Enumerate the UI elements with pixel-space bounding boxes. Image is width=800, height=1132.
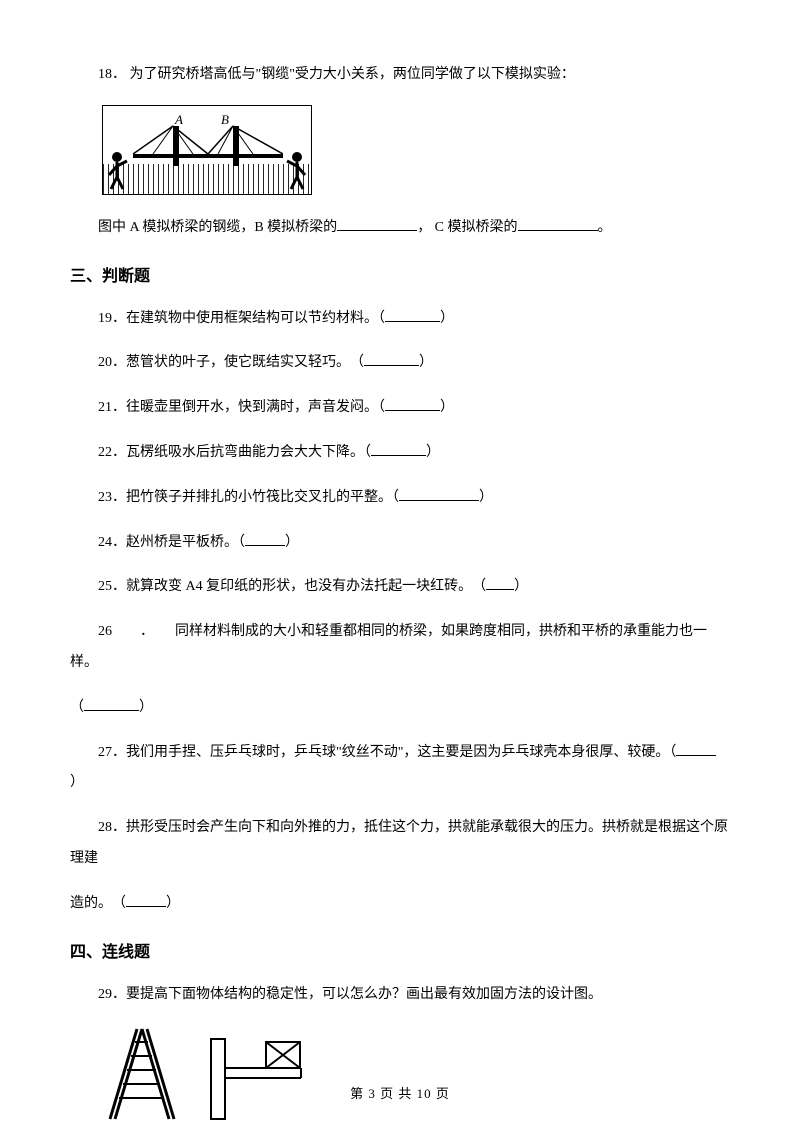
question-19: 19．在建筑物中使用框架结构可以节约材料。（）	[70, 304, 730, 335]
section-4-title: 四、连线题	[70, 938, 730, 962]
q25-text: 就算改变 A4 复印纸的形状，也没有办法托起一块红砖。 （	[126, 579, 486, 594]
q26-blank[interactable]	[84, 697, 139, 711]
person-left-icon	[105, 151, 135, 191]
page-footer: 第 3 页 共 10 页	[0, 1083, 800, 1102]
question-22: 22．瓦楞纸吸水后抗弯曲能力会大大下降。（）	[70, 438, 730, 469]
question-29: 29．要提高下面物体结构的稳定性，可以怎么办？画出最有效加固方法的设计图。	[70, 980, 730, 1011]
section-3-title: 三、判断题	[70, 262, 730, 286]
q19-num: 19	[98, 311, 112, 326]
question-21: 21．往暖壶里倒开水，快到满时，声音发闷。（）	[70, 393, 730, 424]
q19-text: 在建筑物中使用框架结构可以节约材料。（	[126, 311, 385, 326]
q22-blank[interactable]	[371, 442, 426, 456]
q24-text: 赵州桥是平板桥。（	[126, 535, 245, 550]
q29-figure	[102, 1024, 730, 1124]
q26-spacer: ．	[112, 624, 175, 639]
q25-num: 25	[98, 579, 112, 594]
q18-figure: A B	[102, 105, 730, 195]
q21-blank[interactable]	[385, 397, 440, 411]
q20-text: 葱管状的叶子，使它既结实又轻巧。 （	[126, 355, 364, 370]
q26-line2-pre: （	[70, 700, 84, 715]
question-27: 27．我们用手捏、压乒乓球时，乒乓球"纹丝不动"，这主要是因为乒乓球壳本身很厚、…	[70, 738, 730, 800]
bridge-label-b: B	[221, 112, 229, 128]
blank-b[interactable]	[337, 217, 417, 231]
q28-num: 28	[98, 820, 112, 835]
person-right-icon	[279, 151, 309, 191]
q19-end: ）	[440, 311, 454, 326]
q23-num: 23	[98, 490, 112, 505]
q27-num: 27	[98, 745, 112, 760]
footer-page: 3	[368, 1086, 376, 1101]
q24-blank[interactable]	[245, 532, 285, 546]
q21-num: 21	[98, 400, 112, 415]
bridge-label-a: A	[175, 112, 183, 128]
ladder-icon	[102, 1024, 182, 1124]
question-28-line1: 28．拱形受压时会产生向下和向外推的力，抵住这个力，拱就能承载很大的压力。拱桥就…	[70, 813, 730, 875]
q26-num: 26	[98, 624, 112, 639]
q29-num: 29	[98, 987, 112, 1002]
bracket-box-icon	[206, 1034, 316, 1124]
q20-blank[interactable]	[364, 352, 419, 366]
q29-text: 要提高下面物体结构的稳定性，可以怎么办？画出最有效加固方法的设计图。	[126, 987, 602, 1002]
question-26-line1: 26 ． 同样材料制成的大小和轻重都相同的桥梁，如果跨度相同，拱桥和平桥的承重能…	[70, 617, 730, 679]
q27-text: 我们用手捏、压乒乓球时，乒乓球"纹丝不动"，这主要是因为乒乓球壳本身很厚、较硬。…	[126, 745, 676, 760]
question-28-line2: 造的。 （ ）	[70, 889, 730, 920]
q28-blank[interactable]	[126, 893, 166, 907]
q26-line2-end: ）	[139, 700, 153, 715]
question-24: 24．赵州桥是平板桥。（）	[70, 528, 730, 559]
q18-text: 为了研究桥塔高低与"钢缆"受力大小关系，两位同学做了以下模拟实验：	[130, 67, 575, 82]
bridge-diagram: A B	[102, 105, 312, 195]
footer-mid: 页 共	[376, 1086, 417, 1101]
q21-text: 往暖壶里倒开水，快到满时，声音发闷。（	[126, 400, 385, 415]
q28-line1: 拱形受压时会产生向下和向外推的力，抵住这个力，拱就能承载很大的压力。拱桥就是根据…	[70, 820, 728, 866]
q24-end: ）	[285, 535, 299, 550]
bridge-cables-icon	[133, 124, 283, 164]
question-18: 18． 为了研究桥塔高低与"钢缆"受力大小关系，两位同学做了以下模拟实验：	[70, 60, 730, 91]
footer-end: 页	[432, 1086, 450, 1101]
q23-blank[interactable]	[399, 487, 479, 501]
question-20: 20．葱管状的叶子，使它既结实又轻巧。 （）	[70, 348, 730, 379]
question-23: 23．把竹筷子并排扎的小竹筏比交叉扎的平整。（）	[70, 483, 730, 514]
q19-blank[interactable]	[385, 308, 440, 322]
q20-num: 20	[98, 355, 112, 370]
q18-caption-mid: ， C 模拟桥梁的	[417, 220, 517, 235]
question-25: 25．就算改变 A4 复印纸的形状，也没有办法托起一块红砖。 （）	[70, 572, 730, 603]
blank-c[interactable]	[518, 217, 598, 231]
q18-num: 18	[98, 67, 112, 82]
q27-blank[interactable]	[676, 742, 716, 756]
q23-end: ）	[479, 490, 493, 505]
q20-end: ）	[419, 355, 433, 370]
q25-end: ）	[514, 579, 528, 594]
question-26-line2: （）	[70, 693, 730, 724]
q28-line2: 造的。 （	[70, 896, 126, 911]
q22-num: 22	[98, 445, 112, 460]
footer-total: 10	[417, 1086, 432, 1101]
q24-num: 24	[98, 535, 112, 550]
q23-text: 把竹筷子并排扎的小竹筏比交叉扎的平整。（	[126, 490, 399, 505]
q18-caption-end: 。	[598, 220, 612, 235]
q25-blank[interactable]	[486, 576, 514, 590]
q28-line2-end: ）	[166, 896, 180, 911]
q18-caption: 图中 A 模拟桥梁的钢缆，B 模拟桥梁的 ， C 模拟桥梁的 。	[70, 213, 730, 244]
q27-end: ）	[70, 775, 84, 790]
footer-pre: 第	[350, 1086, 368, 1101]
q22-end: ）	[426, 445, 440, 460]
q18-caption-pre: 图中 A 模拟桥梁的钢缆，B 模拟桥梁的	[98, 220, 337, 235]
q22-text: 瓦楞纸吸水后抗弯曲能力会大大下降。（	[126, 445, 371, 460]
q18-sep: ．	[112, 67, 126, 82]
q21-end: ）	[440, 400, 454, 415]
